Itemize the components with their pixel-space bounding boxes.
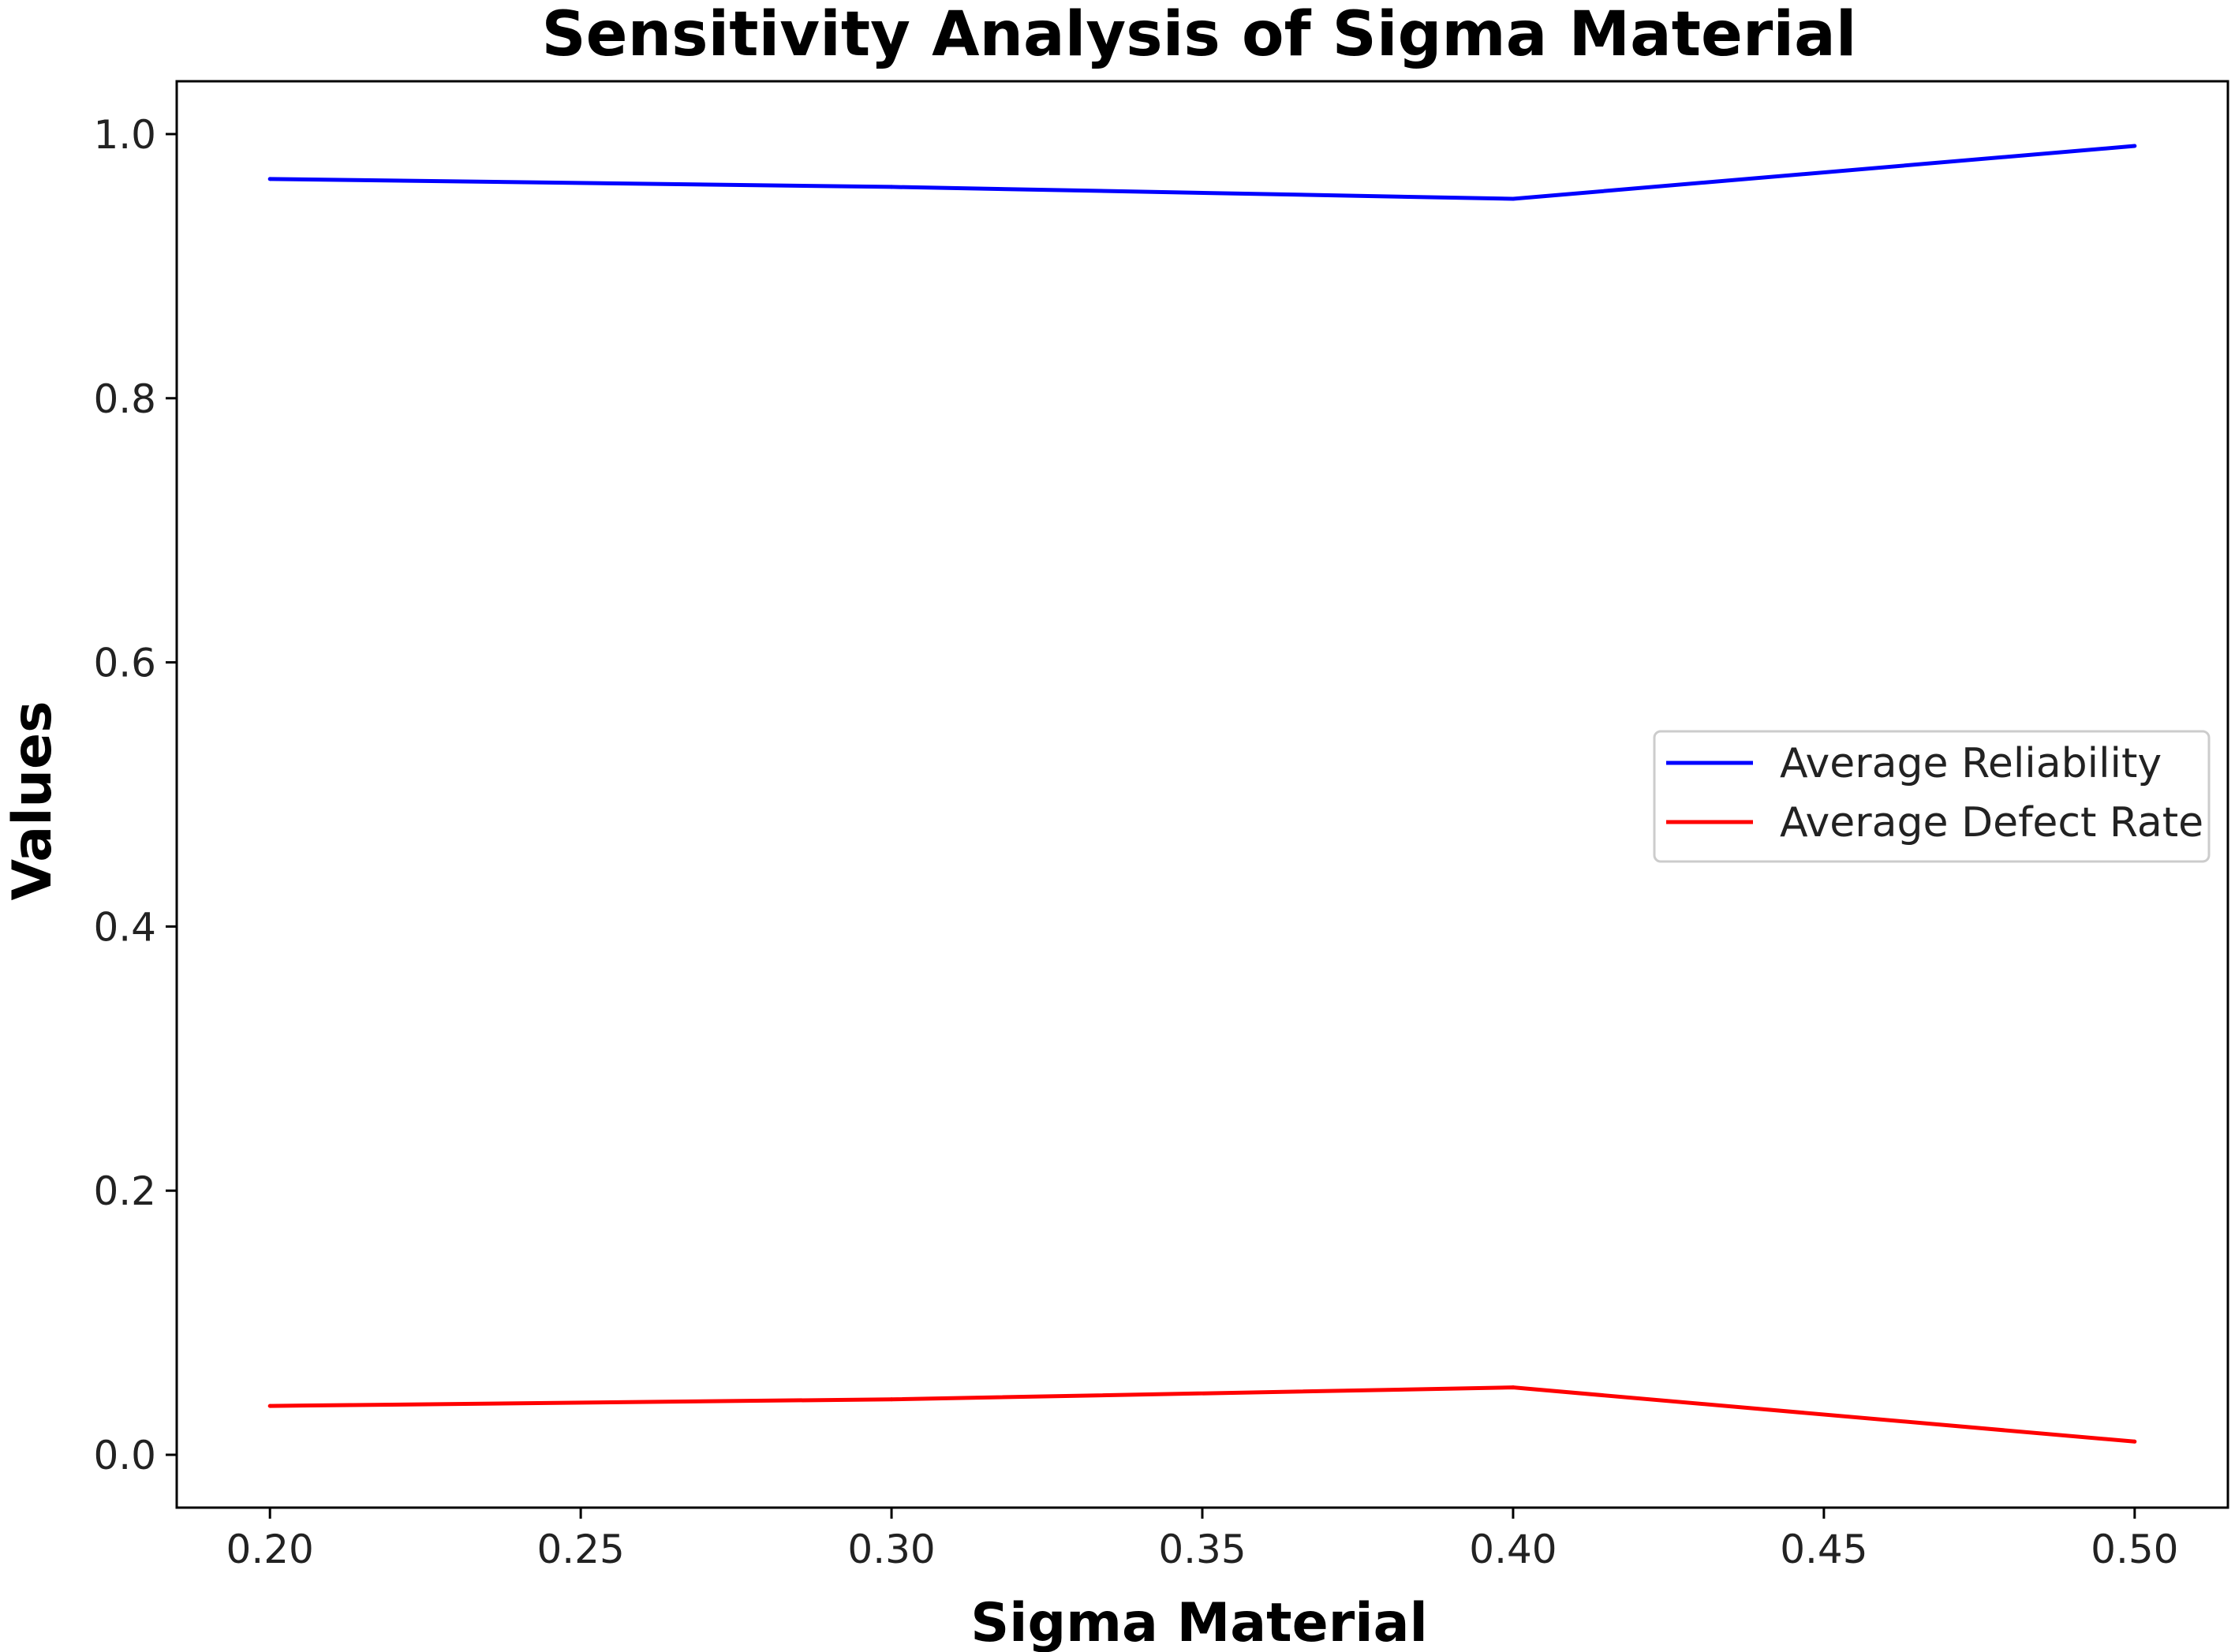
- y-axis-ticks: 0.0 0.2 0.4 0.6 0.8 1.0: [93, 112, 177, 1478]
- legend-box: [1653, 730, 2211, 863]
- y-tick-label: 0.0: [93, 1433, 156, 1478]
- y-tick-label: 0.6: [93, 641, 156, 686]
- data-point-average-reliability: [267, 177, 272, 181]
- data-point-average-reliability: [2132, 144, 2137, 148]
- legend: Average Reliability Average Defect Rate: [1653, 730, 2211, 863]
- data-point-average-defect-rate: [267, 1403, 272, 1408]
- x-axis-ticks: 0.20 0.25 0.30 0.35 0.40 0.45 0.50: [226, 1508, 2178, 1572]
- data-point-average-defect-rate: [889, 1397, 894, 1402]
- series-line-average-reliability: [270, 144, 2136, 201]
- y-axis-label: Values: [2, 701, 64, 900]
- x-tick-label: 0.20: [226, 1527, 314, 1572]
- x-tick-label: 0.35: [1158, 1527, 1246, 1572]
- x-tick-label: 0.30: [847, 1527, 935, 1572]
- y-tick-label: 0.8: [93, 376, 156, 422]
- chart-title: Sensitivity Analysis of Sigma Material: [541, 0, 1856, 70]
- y-tick-label: 1.0: [93, 112, 156, 158]
- series-line-average-defect-rate: [270, 1385, 2136, 1444]
- legend-label-average-defect-rate: Average Defect Rate: [1780, 799, 2203, 847]
- data-point-average-reliability: [889, 185, 894, 189]
- x-axis-label: Sigma Material: [970, 1592, 1428, 1652]
- data-point-average-defect-rate: [1511, 1385, 1516, 1390]
- x-tick-label: 0.40: [1469, 1527, 1557, 1572]
- data-point-average-defect-rate: [2132, 1439, 2137, 1444]
- x-tick-label: 0.25: [536, 1527, 624, 1572]
- y-tick-label: 0.2: [93, 1168, 156, 1214]
- x-tick-label: 0.50: [2091, 1527, 2178, 1572]
- y-tick-label: 0.4: [93, 904, 156, 950]
- data-point-average-reliability: [1511, 196, 1516, 201]
- legend-label-average-reliability: Average Reliability: [1780, 740, 2162, 787]
- series-lines: [267, 144, 2137, 1444]
- x-tick-label: 0.45: [1780, 1527, 1867, 1572]
